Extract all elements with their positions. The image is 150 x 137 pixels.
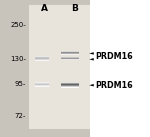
- Text: PRDM16: PRDM16: [95, 81, 133, 90]
- FancyBboxPatch shape: [34, 83, 49, 84]
- FancyBboxPatch shape: [61, 52, 79, 53]
- Text: 95-: 95-: [15, 81, 26, 87]
- FancyBboxPatch shape: [34, 60, 49, 61]
- FancyBboxPatch shape: [61, 82, 79, 83]
- Text: 72-: 72-: [15, 113, 26, 119]
- FancyBboxPatch shape: [34, 82, 49, 83]
- Text: PRDM16: PRDM16: [95, 52, 133, 61]
- FancyBboxPatch shape: [61, 57, 79, 58]
- FancyBboxPatch shape: [34, 56, 49, 57]
- Text: 250-: 250-: [11, 22, 26, 28]
- FancyBboxPatch shape: [34, 57, 49, 58]
- FancyBboxPatch shape: [61, 54, 79, 55]
- Polygon shape: [89, 84, 94, 86]
- FancyBboxPatch shape: [34, 85, 49, 86]
- FancyBboxPatch shape: [34, 84, 49, 85]
- Polygon shape: [89, 58, 94, 61]
- FancyBboxPatch shape: [29, 5, 90, 129]
- FancyBboxPatch shape: [61, 53, 79, 54]
- FancyBboxPatch shape: [61, 83, 79, 84]
- FancyBboxPatch shape: [61, 84, 79, 85]
- FancyBboxPatch shape: [61, 58, 79, 59]
- FancyBboxPatch shape: [61, 85, 79, 86]
- Text: A: A: [41, 4, 48, 13]
- FancyBboxPatch shape: [61, 59, 79, 60]
- FancyBboxPatch shape: [90, 0, 150, 137]
- FancyBboxPatch shape: [34, 59, 49, 60]
- FancyBboxPatch shape: [34, 86, 49, 87]
- Text: 130-: 130-: [10, 56, 26, 62]
- FancyBboxPatch shape: [61, 86, 79, 87]
- FancyBboxPatch shape: [61, 51, 79, 52]
- Polygon shape: [89, 52, 94, 55]
- FancyBboxPatch shape: [34, 58, 49, 59]
- Text: B: B: [72, 4, 78, 13]
- FancyBboxPatch shape: [61, 87, 79, 88]
